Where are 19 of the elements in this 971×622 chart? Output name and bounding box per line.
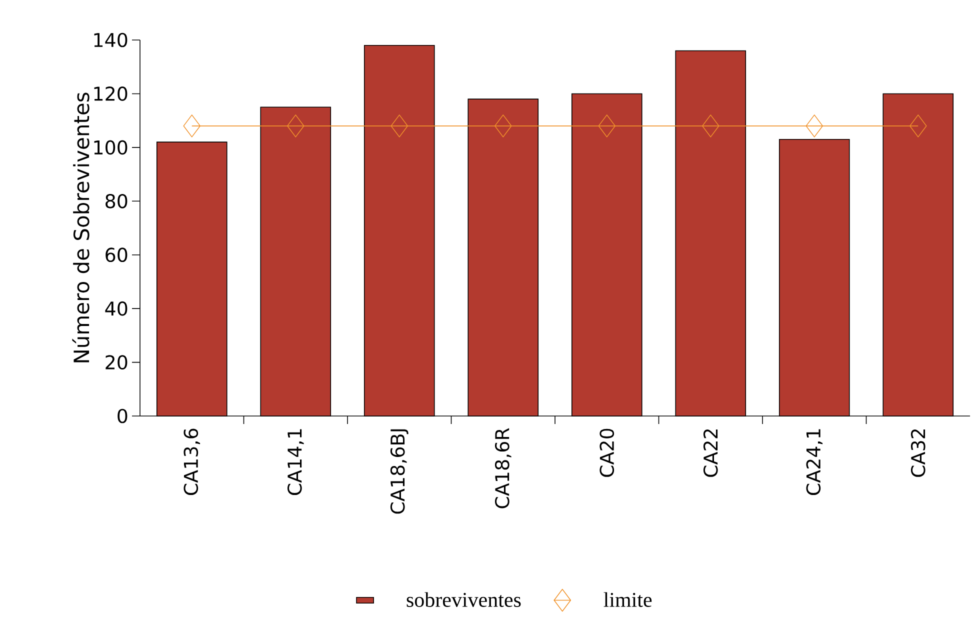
x-tick-label: CA18,6BJ [390, 429, 408, 514]
y-tick-label: 140 [94, 32, 128, 48]
x-tick-label: CA18,6R [494, 428, 512, 508]
x-tick-label: CA22 [703, 429, 718, 477]
legend-label: sobreviventes [406, 592, 521, 607]
y-tick-label: 0 [118, 408, 128, 424]
y-tick-label: 40 [105, 301, 128, 316]
y-tick-label: 100 [94, 140, 128, 155]
y-tick-label: 60 [106, 248, 128, 262]
x-tick-label: CA24,1 [806, 429, 823, 496]
x-tick-label: CA14,1 [287, 429, 304, 496]
y-tick-label: 80 [106, 194, 128, 208]
x-tick-label: CA32 [910, 429, 926, 477]
legend-label: limite [604, 592, 652, 607]
y-tick-label: 20 [106, 355, 128, 370]
y-axis-title: Número de Sobreviventes [72, 92, 90, 362]
y-tick-label: 120 [94, 86, 128, 101]
x-tick-label: CA20 [600, 428, 614, 477]
x-tick-label: CA13,6 [184, 428, 200, 496]
